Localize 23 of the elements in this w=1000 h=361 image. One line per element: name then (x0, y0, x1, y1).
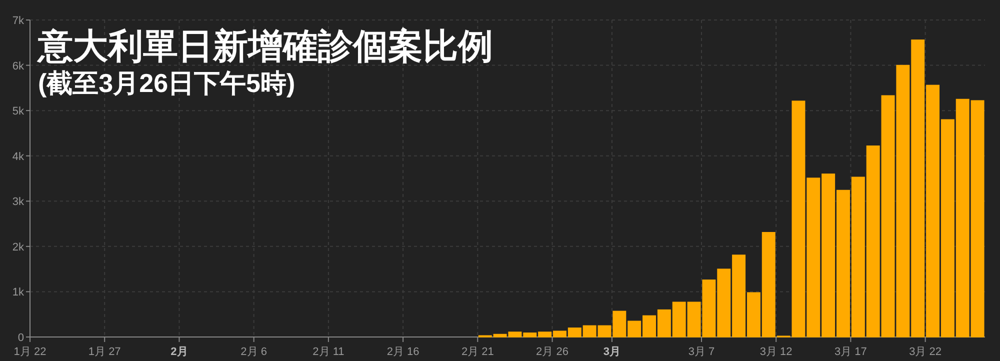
x-tick-label: 2月 21 (461, 346, 494, 358)
y-tick-label: 3k (12, 196, 24, 208)
text: (截至3月26日下午5時) (38, 68, 296, 98)
x-tick-label: 3月 22 (909, 346, 942, 358)
y-tick-label: 5k (12, 106, 24, 118)
x-tick-label: 2月 (170, 346, 188, 358)
x-tick-label: 3月 17 (834, 346, 867, 358)
x-tick-label: 1月 27 (88, 346, 121, 358)
x-tick-label: 3月 (603, 346, 621, 358)
x-tick-label: 3月 12 (760, 346, 792, 358)
x-tick-label: 2月 16 (386, 346, 420, 358)
y-tick-label: 4k (12, 150, 24, 163)
x-tick-label: 2月 6 (240, 346, 267, 358)
chart-title: 意大利單日新增確診個案比例 (36, 27, 493, 66)
x-tick-label: 1月 22 (14, 346, 46, 358)
x-tick-label: 3月 7 (688, 346, 715, 358)
y-tick-label: 0 (18, 332, 24, 344)
x-tick-label: 2月 26 (536, 346, 568, 358)
y-tick-label: 1k (12, 286, 24, 299)
y-tick-label: 2k (12, 241, 24, 254)
y-tick-label: 6k (12, 60, 24, 72)
y-tick-label: 7k (12, 15, 24, 27)
x-tick-label: 2月 11 (312, 346, 344, 358)
